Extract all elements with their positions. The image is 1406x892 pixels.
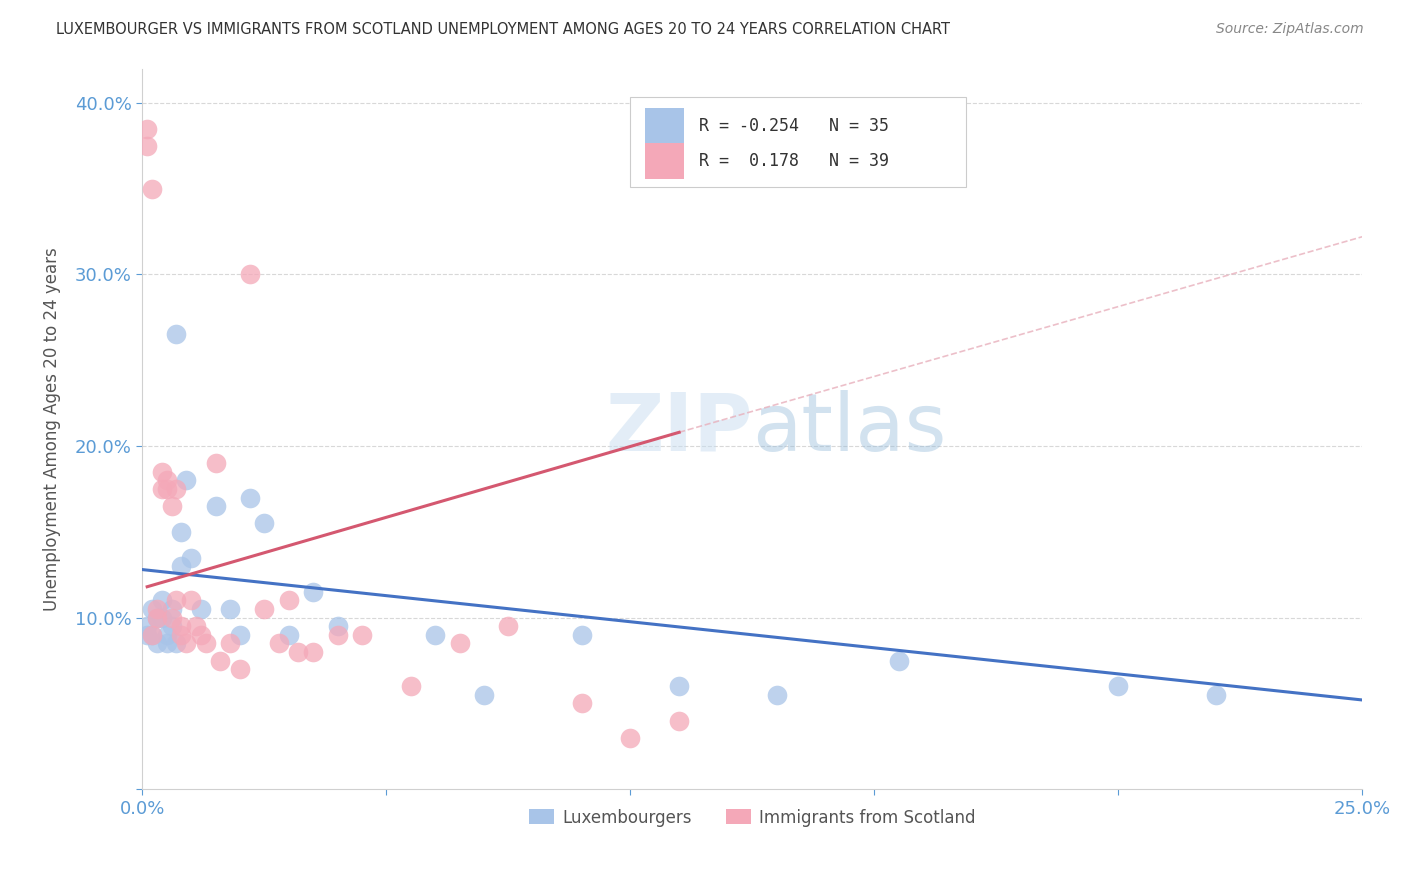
FancyBboxPatch shape: [645, 143, 685, 178]
Point: [150, 593, 173, 607]
Point: [146, 636, 169, 650]
Point: [170, 524, 193, 539]
Point: [141, 628, 163, 642]
Point: [146, 610, 169, 624]
Point: [141, 628, 163, 642]
Point: [166, 636, 188, 650]
Point: [136, 121, 159, 136]
Point: [229, 628, 252, 642]
Point: [204, 499, 226, 513]
Text: R =  0.178   N = 39: R = 0.178 N = 39: [699, 152, 889, 169]
Point: [350, 628, 373, 642]
Point: [668, 679, 690, 693]
Point: [174, 474, 197, 488]
Point: [326, 628, 349, 642]
Text: ZIP: ZIP: [605, 390, 752, 468]
Point: [136, 628, 159, 642]
Point: [156, 636, 179, 650]
Point: [190, 602, 212, 616]
Point: [166, 482, 188, 496]
Point: [229, 662, 252, 676]
Point: [498, 619, 520, 633]
Point: [423, 628, 446, 642]
Point: [170, 619, 193, 633]
Point: [253, 602, 276, 616]
Point: [472, 688, 495, 702]
Point: [150, 482, 173, 496]
Point: [302, 645, 325, 659]
Point: [160, 499, 183, 513]
Point: [150, 465, 173, 479]
Point: [1107, 679, 1129, 693]
Point: [277, 628, 299, 642]
Point: [170, 628, 193, 642]
Legend: Luxembourgers, Immigrants from Scotland: Luxembourgers, Immigrants from Scotland: [522, 800, 984, 835]
FancyBboxPatch shape: [645, 108, 685, 145]
Point: [219, 602, 242, 616]
Point: [170, 559, 193, 574]
Text: Source: ZipAtlas.com: Source: ZipAtlas.com: [1216, 22, 1364, 37]
Point: [277, 593, 299, 607]
Point: [141, 181, 163, 195]
Point: [136, 619, 159, 633]
Text: LUXEMBOURGER VS IMMIGRANTS FROM SCOTLAND UNEMPLOYMENT AMONG AGES 20 TO 24 YEARS : LUXEMBOURGER VS IMMIGRANTS FROM SCOTLAND…: [56, 22, 950, 37]
Point: [449, 636, 471, 650]
Point: [302, 585, 325, 599]
Point: [166, 327, 188, 342]
Point: [399, 679, 422, 693]
Point: [180, 593, 202, 607]
Point: [156, 628, 179, 642]
FancyBboxPatch shape: [630, 97, 966, 187]
Point: [267, 636, 290, 650]
Point: [326, 619, 349, 633]
Point: [190, 628, 212, 642]
Point: [219, 636, 242, 650]
Point: [166, 593, 188, 607]
Y-axis label: Unemployment Among Ages 20 to 24 years: Unemployment Among Ages 20 to 24 years: [44, 247, 60, 611]
Point: [160, 610, 183, 624]
Point: [180, 550, 202, 565]
Point: [765, 688, 787, 702]
Point: [287, 645, 309, 659]
Point: [156, 474, 179, 488]
Point: [239, 268, 262, 282]
Point: [150, 610, 173, 624]
Point: [239, 491, 262, 505]
Point: [136, 138, 159, 153]
Text: atlas: atlas: [752, 390, 946, 468]
Point: [146, 610, 169, 624]
Point: [571, 697, 593, 711]
Point: [160, 619, 183, 633]
Point: [619, 731, 641, 745]
Point: [160, 602, 183, 616]
Point: [887, 653, 910, 667]
Point: [204, 456, 226, 470]
Point: [156, 482, 179, 496]
Point: [184, 619, 207, 633]
Point: [141, 602, 163, 616]
Point: [1205, 688, 1227, 702]
Point: [209, 653, 232, 667]
Text: R = -0.254   N = 35: R = -0.254 N = 35: [699, 117, 889, 136]
Point: [146, 602, 169, 616]
Point: [571, 628, 593, 642]
Point: [668, 714, 690, 728]
Point: [174, 636, 197, 650]
Point: [253, 516, 276, 531]
Point: [194, 636, 217, 650]
